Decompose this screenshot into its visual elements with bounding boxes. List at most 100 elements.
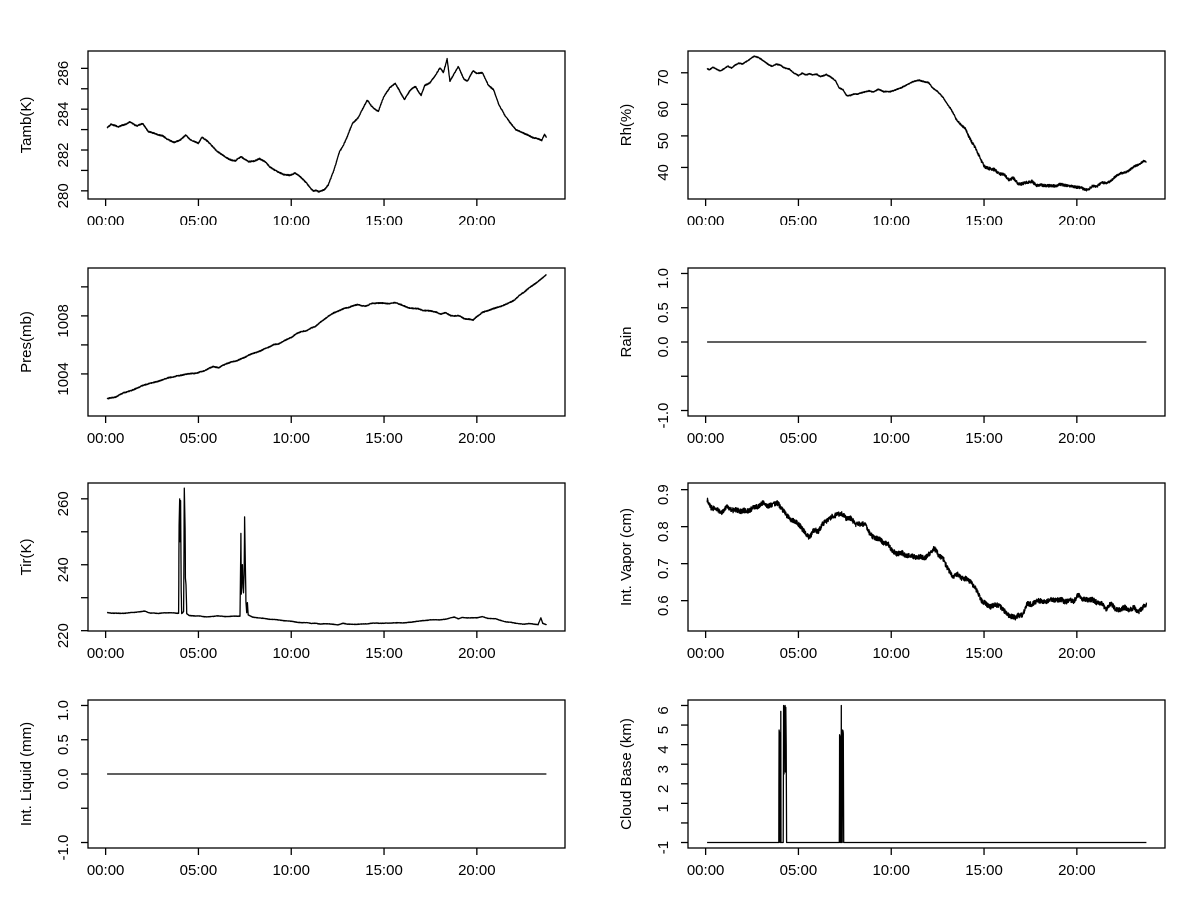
y-tick-label: 1 <box>655 804 672 812</box>
panel-svg-vapor: 00:00 05:00 10:00 15:00 20:00 0.6 0.7 0.8 0.9 Int… <box>618 482 1166 662</box>
y-tick-label: 0.5 <box>655 302 672 323</box>
panel-svg-liquid: 00:00 05:00 10:00 15:00 20:00 1.0 0.5 0.0 -1.0 In… <box>18 699 566 879</box>
y-tick-label: 0.5 <box>55 734 72 755</box>
panel-svg-tamb: 00:00 05:00 10:00 15:00 20:00 280 282 284 286 Tam… <box>18 50 566 230</box>
y-tick-label: 280 <box>55 183 72 208</box>
panel-tir: 00:00 05:00 10:00 15:00 20:00 220 240 260 Tir(K) <box>0 450 600 675</box>
x-tick-label: 05:00 <box>180 430 218 447</box>
x-tick-label: 20:00 <box>1058 862 1096 879</box>
y-tick-label: 0.8 <box>655 521 672 542</box>
x-tick-label: 10:00 <box>872 862 910 879</box>
y-tick-label: 1.0 <box>55 700 72 721</box>
panel-svg-tir: 00:00 05:00 10:00 15:00 20:00 220 240 260 Tir(K) <box>18 482 566 662</box>
x-tick-label: 20:00 <box>1058 430 1096 447</box>
panel-vapor: 00:00 05:00 10:00 15:00 20:00 0.6 0.7 0.8 0.9 Int… <box>600 450 1200 675</box>
x-tick-label: 20:00 <box>458 862 496 879</box>
y-tick-label: 4 <box>655 745 672 753</box>
plot-box <box>87 50 566 200</box>
x-tick-label: 15:00 <box>365 430 403 447</box>
panel-rain: 00:00 05:00 10:00 15:00 20:00 1.0 0.5 0.0 -1.0 Ra… <box>600 225 1200 450</box>
series-line-tamb <box>106 57 548 193</box>
y-axis-title: Rain <box>618 327 635 358</box>
x-tick-label: 10:00 <box>272 213 310 225</box>
x-tick-label: 10:00 <box>872 645 910 662</box>
y-tick-label: 220 <box>55 623 72 648</box>
x-tick-label: 10:00 <box>872 213 910 225</box>
series-line-rh <box>706 55 1147 192</box>
series-line-tir <box>106 487 547 626</box>
x-tick-label: 05:00 <box>780 862 818 879</box>
x-tick-label: 05:00 <box>180 645 218 662</box>
x-tick-label: 05:00 <box>780 645 818 662</box>
y-axis-title: Int. Liquid (mm) <box>18 722 35 826</box>
y-tick-label: -1.0 <box>55 835 72 861</box>
x-tick-label: 20:00 <box>1058 213 1096 225</box>
y-tick-label: 0.9 <box>655 484 672 505</box>
y-tick-label: -1 <box>655 841 672 854</box>
x-tick-label: 05:00 <box>780 430 818 447</box>
panel-svg-rain: 00:00 05:00 10:00 15:00 20:00 1.0 0.5 0.0 -1.0 Ra… <box>618 267 1166 447</box>
y-axis-title: Pres(mb) <box>18 311 35 373</box>
x-tick-label: 20:00 <box>1058 645 1096 662</box>
y-tick-label: 282 <box>55 142 72 167</box>
y-axis-title: Rh(%) <box>618 104 635 147</box>
x-tick-label: 00:00 <box>87 430 125 447</box>
x-tick-label: 00:00 <box>687 645 725 662</box>
x-tick-label: 20:00 <box>458 430 496 447</box>
panel-svg-pres: 00:00 05:00 10:00 15:00 20:00 1004 1008 Pres(mb… <box>18 267 566 447</box>
x-tick-label: 10:00 <box>272 430 310 447</box>
x-tick-label: 00:00 <box>687 213 725 225</box>
y-tick-label: 2 <box>655 785 672 793</box>
plot-box <box>687 699 1166 849</box>
y-tick-label: 40 <box>655 164 672 181</box>
x-tick-label: 05:00 <box>180 213 218 225</box>
x-tick-label: 05:00 <box>780 213 818 225</box>
plot-box <box>687 482 1166 632</box>
plot-box <box>687 50 1166 200</box>
y-tick-label: 284 <box>55 102 72 127</box>
y-tick-label: 1004 <box>55 362 72 395</box>
x-tick-label: 15:00 <box>365 213 403 225</box>
x-tick-label: 15:00 <box>965 862 1003 879</box>
panel-rh: 00:00 05:00 10:00 15:00 20:00 40 50 60 70 Rh(%) <box>600 0 1200 230</box>
y-tick-label: 286 <box>55 61 72 86</box>
panel-pres: 00:00 05:00 10:00 15:00 20:00 1004 1008 Pres(mb… <box>0 225 600 450</box>
series-line-vapor <box>706 497 1148 621</box>
series-line-pres <box>106 273 547 400</box>
x-tick-label: 00:00 <box>87 862 125 879</box>
y-tick-label: 1008 <box>55 304 72 337</box>
y-axis-title: Tir(K) <box>18 539 35 576</box>
y-tick-label: 50 <box>655 133 672 150</box>
y-tick-label: 240 <box>55 557 72 582</box>
x-tick-label: 15:00 <box>965 645 1003 662</box>
y-axis-title: Cloud Base (km) <box>618 718 635 830</box>
x-tick-label: 15:00 <box>365 645 403 662</box>
panel-cloud: 00:00 05:00 10:00 15:00 20:00 -1 1 2 3 4 5 6 Cloud B… <box>600 675 1200 900</box>
y-axis-title: Tamb(K) <box>18 97 35 154</box>
x-tick-label: 15:00 <box>365 862 403 879</box>
y-tick-label: 5 <box>655 726 672 734</box>
y-tick-label: 0.0 <box>655 337 672 358</box>
x-tick-label: 15:00 <box>965 213 1003 225</box>
y-tick-label: -1.0 <box>655 403 672 429</box>
panel-liquid: 00:00 05:00 10:00 15:00 20:00 1.0 0.5 0.0 -1.0 In… <box>0 675 600 900</box>
series-line-cloud <box>706 704 1147 844</box>
y-tick-label: 0.7 <box>655 558 672 579</box>
x-tick-label: 20:00 <box>458 213 496 225</box>
panel-svg-rh: 00:00 05:00 10:00 15:00 20:00 40 50 60 70 Rh(%) <box>618 50 1166 230</box>
panel-svg-cloud: 00:00 05:00 10:00 15:00 20:00 -1 1 2 3 4 5 6 Cloud B… <box>618 699 1166 879</box>
y-tick-label: 3 <box>655 765 672 773</box>
plot-box <box>87 267 566 417</box>
x-tick-label: 00:00 <box>687 430 725 447</box>
y-tick-label: 70 <box>655 69 672 86</box>
x-tick-label: 15:00 <box>965 430 1003 447</box>
y-tick-label: 0.6 <box>655 595 672 616</box>
x-tick-label: 20:00 <box>458 645 496 662</box>
x-tick-label: 00:00 <box>687 862 725 879</box>
x-tick-label: 00:00 <box>87 213 125 225</box>
y-tick-label: 60 <box>655 101 672 118</box>
x-tick-label: 10:00 <box>272 862 310 879</box>
x-tick-label: 10:00 <box>272 645 310 662</box>
